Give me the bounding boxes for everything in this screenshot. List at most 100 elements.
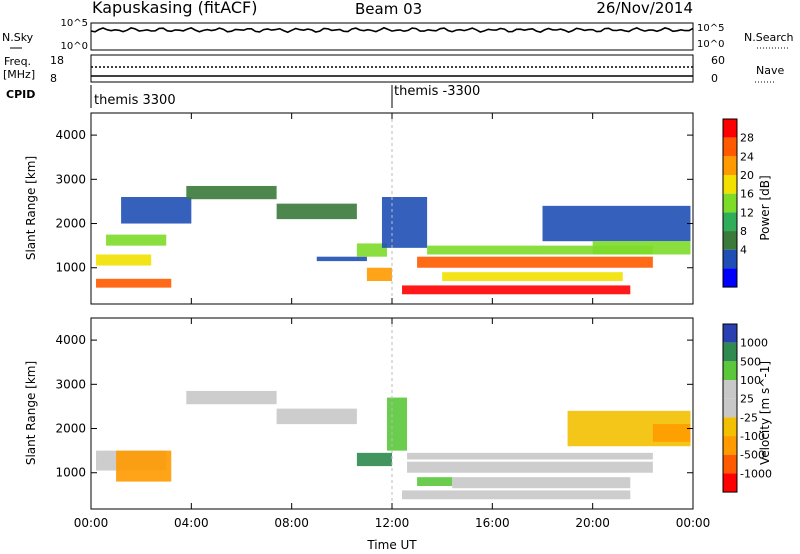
velocity-panel-band bbox=[386, 397, 408, 451]
power-panel-colorbar-frame bbox=[722, 118, 738, 288]
power-panel-band bbox=[366, 267, 392, 282]
station-title: Kapuskasing (fitACF) bbox=[92, 0, 257, 17]
power-panel-band bbox=[427, 245, 653, 255]
time-tick-label: 08:00 bbox=[274, 516, 309, 530]
power-panel-colorbar-swatch bbox=[723, 268, 737, 288]
velocity-panel-colorbar-tick-label: 100 bbox=[740, 374, 761, 387]
nsky-trace bbox=[90, 26, 694, 34]
nsearch-tick-top: 10^5 bbox=[697, 23, 724, 34]
power-panel-band bbox=[592, 241, 691, 255]
nsky-strip: N.Sky 10^5 10^0 10^5 10^0 N.Search bbox=[2, 18, 794, 52]
velocity-panel-colorbar-tick-label: 500 bbox=[740, 355, 761, 368]
power-panel-colorbar-tick-label: 8 bbox=[740, 225, 747, 238]
power-panel-colorbar-swatch bbox=[723, 193, 737, 213]
velocity-panel-colorbar-swatch bbox=[723, 398, 737, 418]
date-title: 26/Nov/2014 bbox=[596, 0, 693, 17]
power-panel-band bbox=[106, 234, 167, 246]
time-tick-label: 12:00 bbox=[375, 516, 410, 530]
time-tick-label: 00:00 bbox=[676, 516, 711, 530]
nsky-tick-top: 10^5 bbox=[61, 18, 88, 29]
power-panel-colorbar-tick-label: 20 bbox=[740, 169, 754, 182]
power-panel-colorbar-swatch bbox=[723, 175, 737, 194]
power-panel-ytick-label: 4000 bbox=[55, 128, 86, 142]
power-panel: Slant Range [km] Power [dB] 1000 2000 3000… bbox=[24, 112, 772, 305]
velocity-panel-colorbar-tick-label: -500 bbox=[740, 449, 765, 462]
power-panel-band bbox=[96, 278, 172, 288]
power-panel-band bbox=[356, 243, 387, 257]
velocity-colorbar-label-text: Velocity [m s^-1] bbox=[758, 361, 772, 465]
power-panel-band bbox=[381, 197, 428, 248]
velocity-panel-colorbar-tick-label: 1000 bbox=[740, 337, 768, 350]
nsearch-tick-bottom: 10^0 bbox=[697, 39, 724, 50]
velocity-panel-colorbar-tick-label: -100 bbox=[740, 430, 765, 443]
power-panel-colorbar-swatch bbox=[723, 231, 737, 250]
power-panel-band bbox=[417, 256, 653, 268]
velocity-panel-band bbox=[417, 477, 453, 487]
power-panel-band bbox=[542, 205, 691, 242]
cpid-name-1: themis 3300 bbox=[94, 93, 176, 108]
nsearch-label: N.Search bbox=[744, 31, 794, 44]
power-panel-colorbar-swatch bbox=[723, 212, 737, 232]
freq-strip: Freq. [MHz] 18 8 60 0 Nave bbox=[3, 54, 784, 85]
power-panel-colorbar-tick-label: 28 bbox=[740, 132, 754, 145]
power-panel-band bbox=[276, 203, 357, 220]
time-tick-label: 20:00 bbox=[575, 516, 610, 530]
power-panel-band bbox=[186, 185, 277, 200]
velocity-panel-colorbar-tick-label: 25 bbox=[740, 393, 754, 406]
power-ylabel: Slant Range [km] bbox=[24, 156, 38, 260]
power-panel-ytick-label: 2000 bbox=[55, 217, 86, 231]
velocity-panel-band bbox=[407, 452, 653, 460]
velocity-panel-band bbox=[452, 477, 631, 489]
cpid-name-2: themis -3300 bbox=[394, 84, 480, 99]
nave-tick-bottom: 0 bbox=[711, 72, 718, 85]
power-panel-colorbar-tick-label: 4 bbox=[740, 244, 747, 257]
velocity-panel-colorbar-tick-label: -1000 bbox=[740, 467, 772, 480]
power-colorbar-label: Power [dB] bbox=[758, 175, 772, 240]
power-panel-colorbar-tick-label: 12 bbox=[740, 206, 754, 219]
time-tick-label: 16:00 bbox=[475, 516, 510, 530]
power-panel-ytick-label: 1000 bbox=[55, 261, 86, 275]
nave-label: Nave bbox=[756, 64, 784, 77]
velocity-panel-band bbox=[186, 390, 277, 405]
velocity-panel-colorbar-swatch bbox=[723, 436, 737, 455]
velocity-panel-colorbar-frame bbox=[722, 323, 738, 493]
velocity-colorbar-label: Velocity [m s^-1] bbox=[758, 361, 772, 465]
freq-label: Freq. bbox=[4, 55, 31, 68]
beam-title: Beam 03 bbox=[355, 0, 422, 18]
nsky-label: N.Sky bbox=[2, 31, 34, 44]
power-panel-band bbox=[402, 285, 631, 295]
power-panel-band bbox=[316, 256, 367, 262]
velocity-panel-colorbar-swatch bbox=[723, 324, 737, 343]
velocity-panel-colorbar-swatch bbox=[723, 473, 737, 493]
cpid-label: CPID bbox=[6, 88, 35, 101]
freq-tick-top: 18 bbox=[50, 54, 64, 67]
freq-unit-label: [MHz] bbox=[3, 68, 35, 81]
power-panel-colorbar-swatch bbox=[723, 119, 737, 138]
velocity-ylabel: Slant Range [km] bbox=[24, 361, 38, 465]
nave-tick-top: 60 bbox=[711, 54, 725, 67]
velocity-panel-ytick-label: 3000 bbox=[55, 377, 86, 391]
cpid-strip: CPID themis 3300 themis -3300 bbox=[6, 84, 480, 108]
power-panel-colorbar-swatch bbox=[723, 137, 737, 157]
velocity-panel-band bbox=[116, 450, 172, 482]
power-panel-ytick-label: 3000 bbox=[55, 172, 86, 186]
freq-tick-bottom: 8 bbox=[50, 72, 57, 85]
velocity-panel-ytick-label: 4000 bbox=[55, 333, 86, 347]
power-panel-colorbar-swatch bbox=[723, 249, 737, 269]
time-tick-label: 04:00 bbox=[174, 516, 209, 530]
power-panel-band bbox=[96, 254, 152, 266]
velocity-panel-colorbar-swatch bbox=[723, 417, 737, 437]
time-tick-label: 00:00 bbox=[74, 516, 109, 530]
velocity-panel-band bbox=[402, 490, 631, 500]
time-axis-label: Time UT bbox=[366, 538, 417, 552]
velocity-panel-band bbox=[276, 408, 357, 425]
velocity-panel-ytick-label: 2000 bbox=[55, 422, 86, 436]
velocity-panel-colorbar-tick-label: -25 bbox=[740, 411, 758, 424]
power-panel-colorbar-swatch bbox=[723, 156, 737, 176]
velocity-panel-colorbar-swatch bbox=[723, 380, 737, 399]
freq-strip-frame bbox=[90, 54, 694, 83]
velocity-panel-band bbox=[652, 424, 691, 442]
velocity-panel-band bbox=[356, 452, 392, 467]
nsky-tick-bottom: 10^0 bbox=[61, 41, 88, 52]
